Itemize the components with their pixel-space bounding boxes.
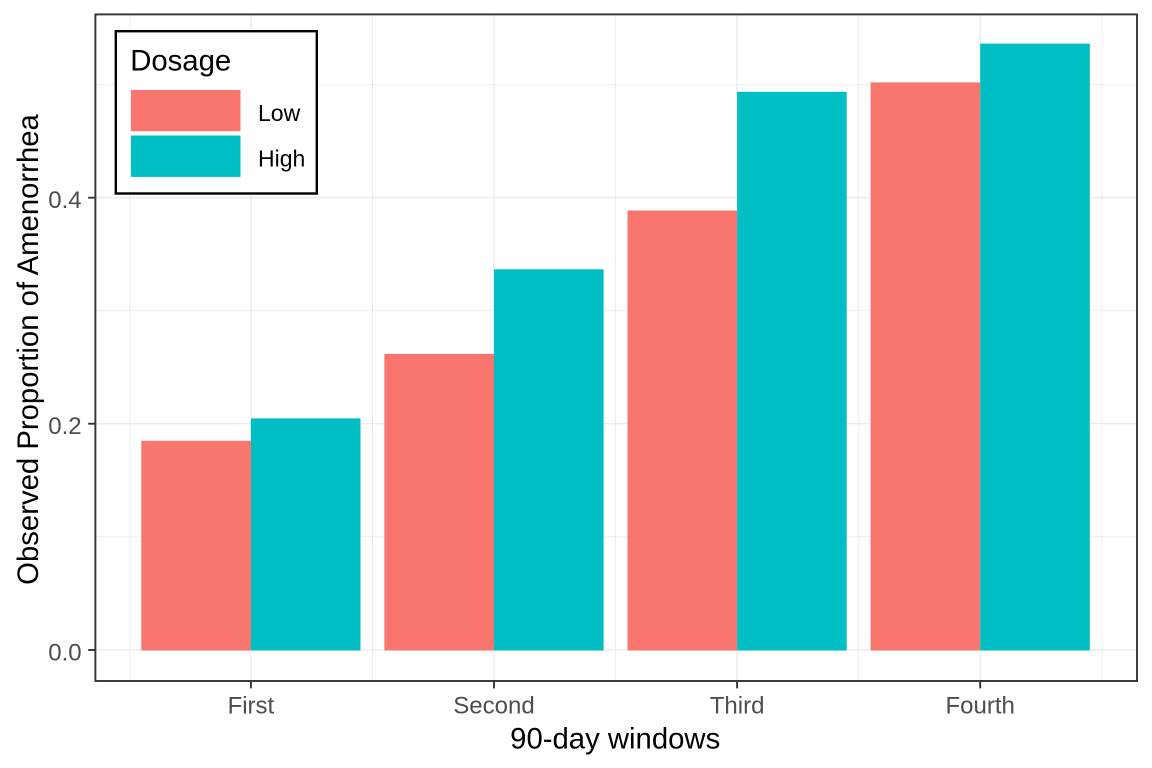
svg-text:Dosage: Dosage	[130, 45, 231, 78]
svg-text:First: First	[228, 692, 275, 719]
svg-text:Second: Second	[453, 692, 534, 719]
svg-text:Fourth: Fourth	[946, 692, 1015, 719]
svg-text:0.4: 0.4	[48, 187, 81, 214]
svg-text:0.0: 0.0	[48, 640, 81, 667]
svg-text:Low: Low	[258, 100, 301, 126]
svg-text:Third: Third	[710, 692, 765, 719]
svg-text:0.2: 0.2	[48, 413, 81, 440]
svg-text:90-day windows: 90-day windows	[510, 723, 720, 756]
svg-text:Observed Proportion of Amenorr: Observed Proportion of Amenorrhea	[12, 113, 45, 584]
svg-text:High: High	[258, 146, 305, 172]
